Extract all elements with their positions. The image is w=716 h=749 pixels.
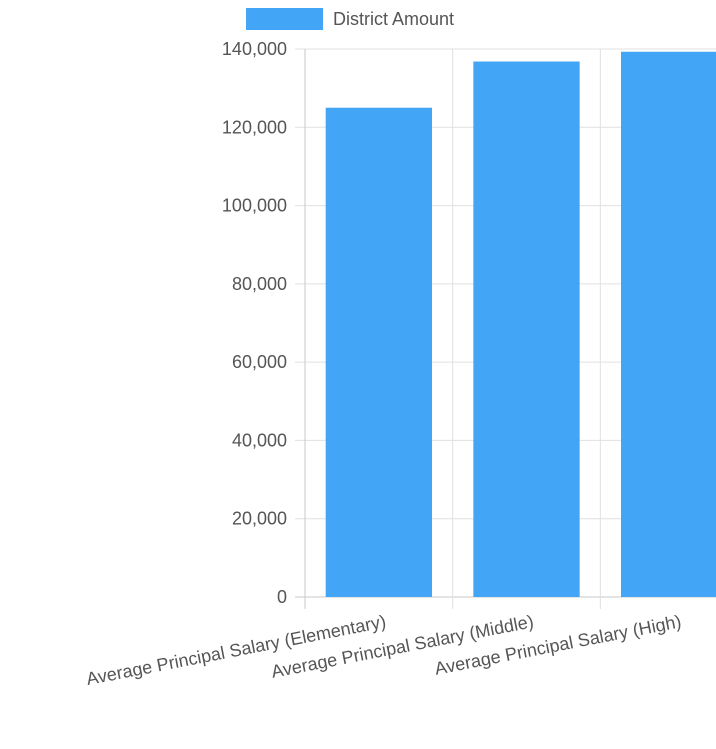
bar bbox=[621, 51, 716, 598]
legend-label: District Amount bbox=[333, 9, 454, 29]
y-tick-label: 40,000 bbox=[232, 430, 287, 450]
bar bbox=[325, 107, 432, 597]
legend-swatch bbox=[246, 8, 323, 30]
bar bbox=[473, 61, 580, 598]
y-tick-label: 140,000 bbox=[222, 39, 287, 59]
y-tick-label: 80,000 bbox=[232, 274, 287, 294]
y-tick-label: 0 bbox=[277, 587, 287, 607]
y-tick-label: 20,000 bbox=[232, 509, 287, 529]
y-tick-label: 60,000 bbox=[232, 352, 287, 372]
y-tick-label: 100,000 bbox=[222, 196, 287, 216]
x-category-label: Average Principal Salary (High) bbox=[433, 611, 683, 678]
bars bbox=[325, 51, 716, 598]
x-axis-category-labels: Average Principal Salary (Elementary)Ave… bbox=[85, 611, 683, 689]
y-tick-label: 120,000 bbox=[222, 117, 287, 137]
y-axis-tick-labels: 0 20,000 40,000 60,000 80,000 100,000 120,000 1… bbox=[222, 39, 287, 607]
legend: District Amount bbox=[246, 8, 454, 30]
